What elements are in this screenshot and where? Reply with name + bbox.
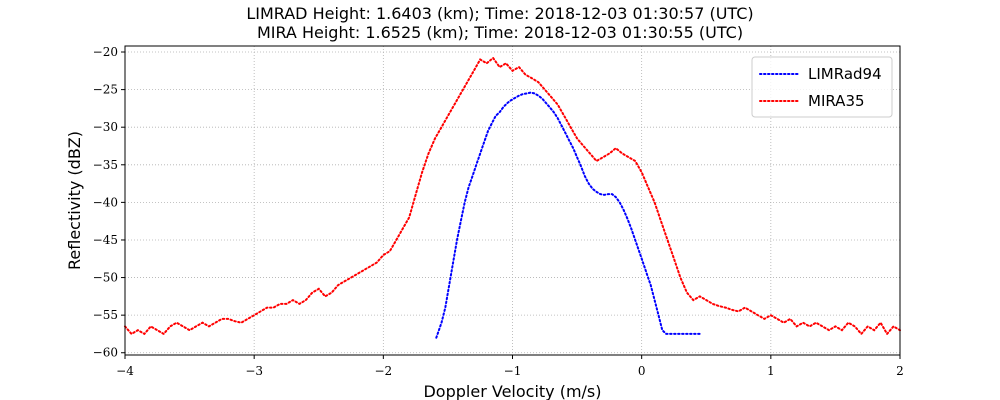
x-axis: −4 −3 −2 −1 0 1 2 [116,355,904,378]
x-axis-label: Doppler Velocity (m/s) [423,382,601,400]
x-tick-label: −3 [245,364,263,378]
y-tick-label: −50 [93,271,118,285]
y-tick-label: −35 [93,158,118,172]
legend-box [751,56,893,118]
y-axis: −20 −25 −30 −35 −40 −45 −50 −55 −60 [93,45,125,360]
chart-subtitle: MIRA Height: 1.6525 (km); Time: 2018-12-… [256,23,744,42]
y-tick-label: −45 [93,233,118,247]
x-tick-label: −1 [504,364,522,378]
y-tick-label: −25 [93,83,118,97]
data-series [124,56,901,339]
x-tick-label: −4 [116,364,134,378]
legend: LIMRad94 MIRA35 [751,56,893,118]
legend-label-mira35: MIRA35 [808,92,865,110]
y-tick-label: −60 [93,346,118,360]
x-tick-label: 0 [638,364,646,378]
x-tick-label: 2 [896,364,904,378]
x-tick-label: 1 [767,364,775,378]
y-tick-label: −20 [93,45,118,59]
y-tick-label: −40 [93,195,118,209]
x-tick-label: −2 [374,364,392,378]
legend-label-limrad94: LIMRad94 [808,65,882,83]
y-axis-label: Reflectivity (dBZ) [65,131,84,270]
y-tick-label: −30 [93,120,118,134]
chart-title: LIMRAD Height: 1.6403 (km); Time: 2018-1… [246,4,754,23]
y-tick-label: −55 [93,308,118,322]
series-line-limrad94 [435,91,703,339]
series-line-mira35 [124,56,901,336]
